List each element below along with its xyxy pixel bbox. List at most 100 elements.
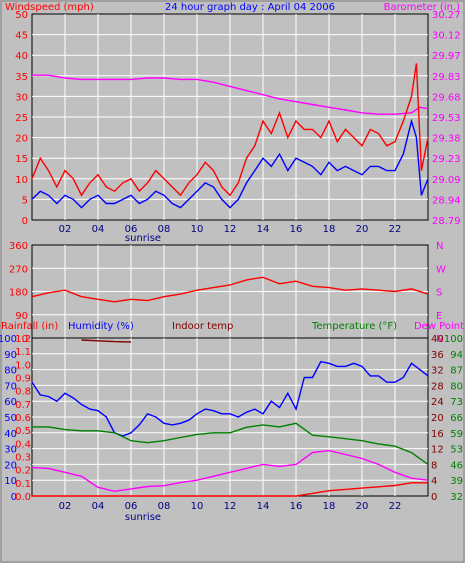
rain-tick-label: 0.4: [15, 439, 31, 450]
barometer-tick-label: 29.23: [432, 154, 461, 165]
humidity-tick-label: 0: [11, 492, 17, 503]
temp-f-tick-label: 59: [450, 429, 463, 440]
rain-tick-label: 0.9: [15, 374, 31, 385]
compass-tick-label: E: [436, 311, 442, 322]
temp-c-tick-label: 28: [431, 381, 444, 392]
wind-tick-label: 30: [15, 92, 28, 103]
barometer-tick-label: 29.38: [432, 134, 461, 145]
temp-c-tick-label: 40: [431, 334, 444, 345]
temp-f-tick-label: 39: [450, 476, 463, 487]
temp-f-tick-label: 80: [450, 381, 463, 392]
direction-tick-label: 180: [9, 288, 28, 299]
direction-tick-label: 270: [9, 264, 28, 275]
wind-tick-label: 25: [15, 113, 28, 124]
barometer-tick-label: 29.97: [432, 51, 461, 62]
rain-tick-label: 0.6: [15, 413, 31, 424]
rain-tick-label: 1.0: [15, 360, 31, 371]
x-tick-label: 22: [389, 224, 402, 235]
humidity-tick-label: 80: [4, 366, 17, 377]
x-tick-label: 10: [191, 501, 204, 512]
temp-c-tick-label: 32: [431, 366, 444, 377]
wind-axis-title: Windspeed (mph): [5, 2, 94, 13]
x-tick-label: 08: [158, 501, 171, 512]
x-tick-label: 14: [257, 501, 270, 512]
rain-tick-label: 0.7: [15, 400, 31, 411]
direction-tick-label: 0: [22, 334, 28, 345]
rain-tick-label: 0.3: [15, 453, 31, 464]
rain-tick-label: 1.1: [15, 347, 31, 358]
compass-tick-label: N: [436, 241, 443, 252]
indoor-temp-legend-label: Indoor temp: [172, 321, 233, 332]
temp-f-tick-label: 94: [450, 350, 463, 361]
x-tick-label: 18: [323, 224, 336, 235]
indoor-temp-line: [81, 339, 132, 343]
temp-c-tick-label: 4: [431, 476, 437, 487]
x-tick-label: 04: [92, 224, 105, 235]
x-tick-label: 08: [158, 224, 171, 235]
rainfall-legend-label: Rainfall (in): [1, 321, 58, 332]
barometer-tick-label: 28.79: [432, 216, 461, 227]
humidity-tick-label: 30: [4, 445, 17, 456]
temp-f-tick-label: 32: [450, 492, 463, 503]
humidity-tick-label: 40: [4, 429, 17, 440]
temp-c-tick-label: 16: [431, 429, 444, 440]
barometer-tick-label: 29.68: [432, 92, 461, 103]
temp-c-tick-label: 24: [431, 397, 444, 408]
humidity-line: [31, 360, 429, 437]
rain-tick-label: 0.0: [15, 492, 31, 503]
wind-gust-line: [31, 63, 429, 197]
wind-tick-label: 10: [15, 175, 28, 186]
direction-tick-label: 360: [9, 241, 28, 252]
wind-tick-label: 45: [15, 31, 28, 42]
temp-f-tick-label: 66: [450, 413, 463, 424]
x-tick-label: 12: [224, 224, 237, 235]
x-tick-label: 16: [290, 224, 303, 235]
humidity-tick-label: 70: [4, 381, 17, 392]
barometer-tick-label: 29.53: [432, 113, 461, 124]
humidity-tick-label: 10: [4, 476, 17, 487]
temp-c-tick-label: 8: [431, 460, 437, 471]
barometer-tick-label: 30.27: [432, 10, 461, 21]
x-tick-label: 06: [125, 501, 138, 512]
temp-c-tick-label: 0: [431, 492, 437, 503]
humidity-tick-label: 20: [4, 460, 17, 471]
x-tick-label: 02: [59, 224, 72, 235]
wind-tick-label: 40: [15, 51, 28, 62]
dewpoint-line: [31, 449, 429, 493]
x-tick-label: 22: [389, 501, 402, 512]
wind-tick-label: 0: [22, 216, 28, 227]
x-tick-label: 12: [224, 501, 237, 512]
barometer-tick-label: 29.09: [432, 175, 461, 186]
temperature-line: [32, 422, 429, 465]
humidity-tick-label: 90: [4, 350, 17, 361]
wind-direction-line: [31, 276, 429, 303]
x-tick-label: 14: [257, 224, 270, 235]
wind-tick-label: 50: [15, 10, 28, 21]
barometer-tick-label: 30.12: [432, 31, 461, 42]
x-tick-label: 04: [92, 501, 105, 512]
x-tick-label: 10: [191, 224, 204, 235]
temp-f-tick-label: 87: [450, 366, 463, 377]
compass-tick-label: W: [436, 264, 446, 275]
humidity-tick-label: 60: [4, 397, 17, 408]
x-tick-label: 06: [125, 224, 138, 235]
x-tick-label: 20: [356, 224, 369, 235]
barometer-line: [32, 74, 429, 115]
chart-title: 24 hour graph day : April 04 2006: [165, 2, 335, 13]
barometer-tick-label: 28.94: [432, 195, 461, 206]
temp-f-tick-label: 73: [450, 397, 463, 408]
x-tick-label: 16: [290, 501, 303, 512]
rain-tick-label: 0.1: [15, 479, 31, 490]
wind-speed-line: [31, 118, 429, 209]
direction-tick-label: 90: [15, 311, 28, 322]
rain-tick-label: 0.8: [15, 387, 31, 398]
dewpoint-legend-label: Dew Point: [414, 321, 464, 332]
sunrise-label: sunrise: [125, 512, 161, 523]
barometer-tick-label: 29.83: [432, 72, 461, 83]
humidity-tick-label: 50: [4, 413, 17, 424]
rain-tick-label: 0.2: [15, 466, 31, 477]
barometer-axis-title: Barometer (in.): [384, 2, 460, 13]
